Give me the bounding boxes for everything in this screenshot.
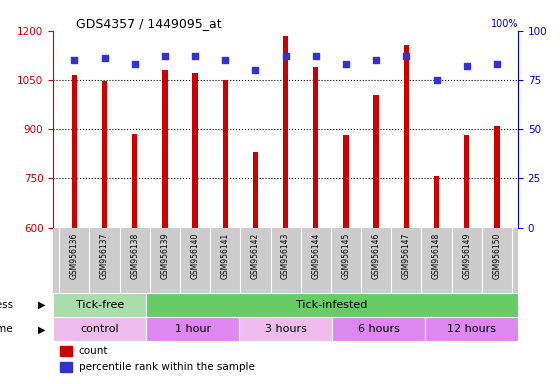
Text: ▶: ▶ — [38, 300, 45, 310]
Bar — [253, 152, 258, 228]
Bar — [72, 75, 77, 228]
Text: Tick-free: Tick-free — [76, 300, 124, 310]
Point — [190, 53, 199, 60]
Bar — [53, 293, 146, 317]
Text: GSM956138: GSM956138 — [130, 233, 139, 279]
Text: GSM956149: GSM956149 — [462, 233, 471, 279]
Bar — [494, 126, 500, 228]
Text: 3 hours: 3 hours — [265, 324, 306, 334]
Point — [432, 77, 441, 83]
Bar — [464, 135, 469, 228]
Bar — [192, 73, 198, 228]
Bar — [313, 67, 319, 228]
Point — [251, 67, 260, 73]
Bar — [60, 362, 72, 372]
Point — [100, 55, 109, 61]
Bar — [283, 36, 288, 228]
Bar — [146, 293, 518, 317]
Text: GDS4357 / 1449095_at: GDS4357 / 1449095_at — [76, 17, 222, 30]
Point — [402, 53, 411, 60]
Text: GSM956141: GSM956141 — [221, 233, 230, 279]
Point — [462, 63, 471, 69]
Point — [130, 61, 139, 67]
Bar — [60, 346, 72, 356]
Point — [372, 57, 381, 63]
Bar — [162, 70, 167, 228]
Bar — [404, 45, 409, 228]
Bar — [53, 317, 146, 341]
Text: ▶: ▶ — [38, 324, 45, 334]
Text: GSM956145: GSM956145 — [342, 233, 351, 279]
Text: GSM956137: GSM956137 — [100, 233, 109, 279]
Point — [281, 53, 290, 60]
Text: count: count — [79, 346, 108, 356]
Point — [160, 53, 169, 60]
Point — [311, 53, 320, 60]
Bar — [332, 317, 425, 341]
Text: GSM956147: GSM956147 — [402, 233, 411, 279]
Bar — [239, 317, 332, 341]
Bar — [434, 176, 439, 228]
Point — [492, 61, 501, 67]
Bar — [425, 317, 518, 341]
Text: 12 hours: 12 hours — [447, 324, 496, 334]
Bar — [146, 317, 239, 341]
Text: GSM956140: GSM956140 — [190, 233, 199, 279]
Text: GSM956146: GSM956146 — [372, 233, 381, 279]
Bar — [343, 135, 349, 228]
Text: 100%: 100% — [491, 19, 518, 29]
Bar — [222, 80, 228, 228]
Text: GSM956144: GSM956144 — [311, 233, 320, 279]
Text: 6 hours: 6 hours — [358, 324, 399, 334]
Text: control: control — [81, 324, 119, 334]
Text: stress: stress — [0, 300, 13, 310]
Text: GSM956143: GSM956143 — [281, 233, 290, 279]
Text: GSM956139: GSM956139 — [160, 233, 169, 279]
Bar — [102, 81, 107, 228]
Text: GSM956136: GSM956136 — [70, 233, 79, 279]
Text: time: time — [0, 324, 13, 334]
Text: percentile rank within the sample: percentile rank within the sample — [79, 362, 255, 372]
Bar — [374, 95, 379, 228]
Text: Tick-infested: Tick-infested — [296, 300, 368, 310]
Text: 1 hour: 1 hour — [175, 324, 211, 334]
Text: GSM956142: GSM956142 — [251, 233, 260, 279]
Point — [70, 57, 79, 63]
Bar — [132, 134, 137, 228]
Text: GSM956150: GSM956150 — [492, 233, 501, 279]
Point — [342, 61, 351, 67]
Text: GSM956148: GSM956148 — [432, 233, 441, 279]
Point — [221, 57, 230, 63]
